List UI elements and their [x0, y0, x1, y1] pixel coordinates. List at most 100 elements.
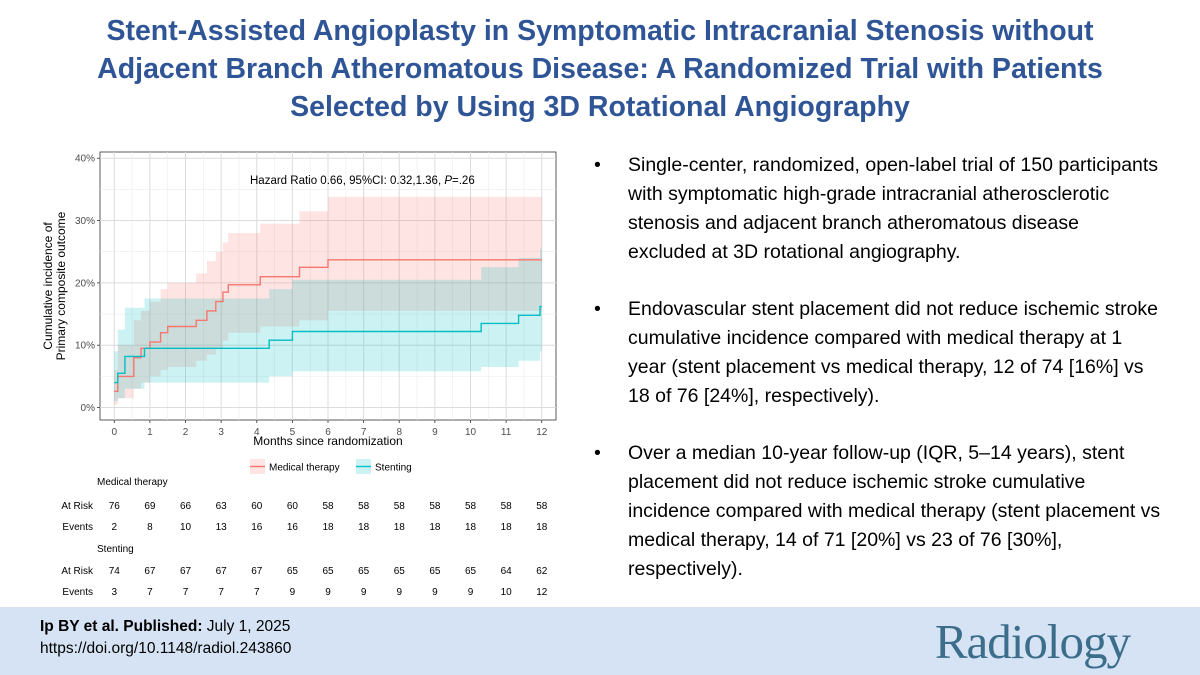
risk-table-cell: 10 [501, 587, 513, 598]
y-tick-label: 20% [75, 278, 95, 289]
risk-table-cell: 10 [180, 522, 192, 533]
risk-table-cell: 62 [536, 566, 548, 577]
risk-table-cell: 63 [216, 501, 228, 512]
risk-table-title-stenting: Stenting [97, 544, 134, 555]
risk-table-row-label: Events [62, 587, 93, 598]
x-tick-label: 9 [432, 427, 438, 438]
annotation-text: Hazard Ratio 0.66, 95%CI: 0.32,1.36, [250, 175, 444, 187]
annotation-p-value: =.26 [452, 175, 475, 187]
x-tick-label: 0 [111, 427, 117, 438]
ci-band-medical-therapy [114, 196, 542, 405]
y-axis-title-line: Cumulative incidence of [41, 222, 55, 350]
risk-table-cell: 9 [432, 587, 438, 598]
risk-table-cell: 65 [465, 566, 477, 577]
risk-table-cell: 13 [216, 522, 228, 533]
y-axis-title-line: Primary composite outcome [54, 211, 68, 360]
risk-table-cell: 67 [251, 566, 263, 577]
risk-table-cell: 18 [394, 522, 406, 533]
key-findings-list: • Single-center, randomized, open-label … [592, 151, 1162, 612]
risk-table-cell: 74 [109, 566, 121, 577]
risk-table-cell: 58 [394, 501, 406, 512]
title-line-1: Stent-Assisted Angioplasty in Symptomati… [106, 15, 1094, 47]
finding-1: • Single-center, randomized, open-label … [592, 151, 1162, 267]
risk-table-cell: 18 [358, 522, 370, 533]
slide-title: Stent-Assisted Angioplasty in Symptomati… [40, 12, 1160, 126]
risk-table-cell: 18 [429, 522, 441, 533]
risk-table-cell: 65 [394, 566, 406, 577]
citation-authors: Ip BY et al. Published: [40, 618, 203, 635]
risk-table-cell: 60 [251, 501, 263, 512]
risk-table-cell: 58 [501, 501, 513, 512]
y-axis-title: Cumulative incidence ofPrimary composite… [41, 211, 68, 360]
risk-table-cell: 66 [180, 501, 192, 512]
risk-table-cell: 18 [465, 522, 477, 533]
risk-table-cell: 3 [111, 587, 117, 598]
risk-table-cell: 9 [325, 587, 331, 598]
risk-table-cell: 67 [216, 566, 228, 577]
x-tick-label: 7 [361, 427, 367, 438]
risk-table-cell: 18 [536, 522, 548, 533]
risk-table-cell: 18 [501, 522, 513, 533]
risk-table-cell: 64 [501, 566, 513, 577]
risk-table-cell: 58 [429, 501, 441, 512]
risk-table-cell: 16 [287, 522, 299, 533]
x-tick-label: 10 [465, 427, 477, 438]
risk-table-cell: 58 [322, 501, 334, 512]
finding-1-text: Single-center, randomized, open-label tr… [628, 154, 1159, 263]
x-axis-title: Months since randomization [253, 434, 402, 448]
hazard-ratio-annotation: Hazard Ratio 0.66, 95%CI: 0.32,1.36, P=.… [250, 175, 475, 187]
x-tick-label: 2 [183, 427, 189, 438]
risk-table-cell: 9 [290, 587, 296, 598]
x-tick-label: 1 [147, 427, 153, 438]
x-tick-label: 12 [536, 427, 548, 438]
bullet-dot: • [594, 298, 601, 320]
citation-date: July 1, 2025 [202, 618, 291, 635]
risk-table-row-label: At Risk [61, 501, 94, 512]
risk-table-cell: 12 [536, 587, 548, 598]
y-tick-label: 10% [75, 341, 95, 352]
risk-table-cell: 58 [536, 501, 548, 512]
risk-table-cell: 7 [183, 587, 189, 598]
y-tick-label: 30% [75, 216, 95, 227]
y-tick-label: 0% [81, 403, 96, 414]
y-tick-label: 40% [75, 154, 95, 165]
risk-table-title-medical-therapy: Medical therapy [97, 477, 168, 488]
x-tick-label: 6 [325, 427, 331, 438]
risk-table-cell: 8 [147, 522, 153, 533]
risk-table-cell: 65 [358, 566, 370, 577]
risk-table-cell: 2 [111, 522, 117, 533]
risk-table-cell: 18 [322, 522, 334, 533]
ci-band-stenting [114, 248, 542, 402]
footer-band [0, 607, 1200, 675]
citation-doi-link[interactable]: https://doi.org/10.1148/radiol.243860 [40, 640, 292, 657]
risk-table-cell: 16 [251, 522, 263, 533]
legend-label-medical-therapy: Medical therapy [269, 463, 340, 474]
risk-table-cell: 7 [254, 587, 260, 598]
bullet-dot: • [594, 154, 601, 176]
annotation-p-label: P [444, 175, 452, 187]
risk-table-cell: 65 [322, 566, 334, 577]
risk-table-cell: 69 [144, 501, 156, 512]
risk-table-cell: 67 [144, 566, 156, 577]
finding-3: • Over a median 10-year follow-up (IQR, … [592, 439, 1162, 584]
finding-2-text: Endovascular stent placement did not red… [628, 298, 1159, 407]
risk-table-cell: 9 [468, 587, 474, 598]
radiology-logo: Radiology [934, 614, 1131, 669]
risk-table-cell: 58 [465, 501, 477, 512]
legend-label-stenting: Stenting [375, 463, 412, 474]
citation: Ip BY et al. Published: July 1, 2025 htt… [40, 616, 291, 660]
title-line-2: Adjacent Branch Atheromatous Disease: A … [97, 53, 1103, 85]
x-tick-label: 3 [218, 427, 224, 438]
risk-table-cell: 65 [287, 566, 299, 577]
risk-table-row-label: Events [62, 522, 93, 533]
risk-table-cell: 76 [109, 501, 121, 512]
finding-2: • Endovascular stent placement did not r… [592, 295, 1162, 411]
finding-3-text: Over a median 10-year follow-up (IQR, 5–… [628, 442, 1161, 580]
title-line-3: Selected by Using 3D Rotational Angiogra… [290, 91, 910, 123]
risk-table-cell: 9 [396, 587, 402, 598]
series-line-stenting [114, 305, 542, 384]
risk-table-cell: 58 [358, 501, 370, 512]
x-tick-label: 8 [396, 427, 402, 438]
risk-table-cell: 7 [147, 587, 153, 598]
